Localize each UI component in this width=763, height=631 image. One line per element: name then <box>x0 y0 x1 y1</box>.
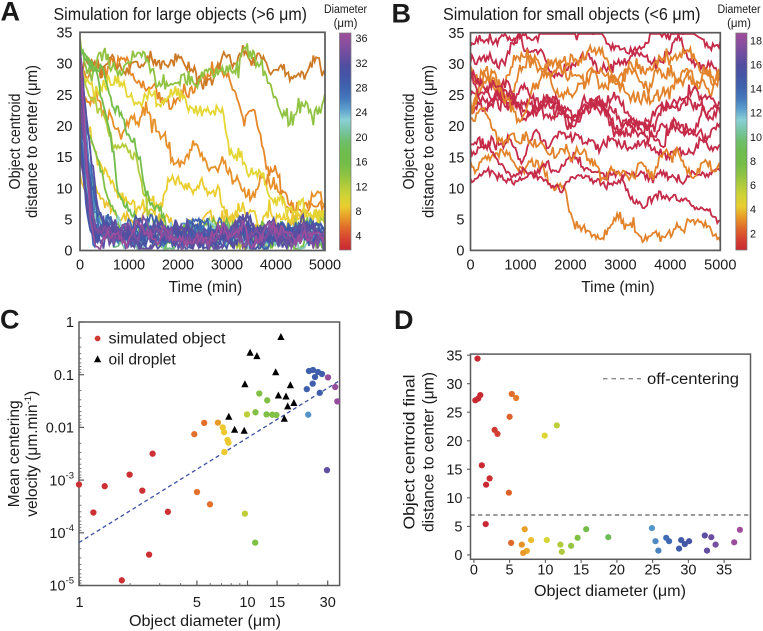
svg-text:2: 2 <box>750 228 756 240</box>
svg-text:10: 10 <box>56 181 72 197</box>
svg-text:Diameter: Diameter <box>718 4 761 16</box>
svg-text:16: 16 <box>356 157 368 169</box>
svg-text:25: 25 <box>645 563 661 579</box>
svg-text:0: 0 <box>466 258 474 274</box>
svg-text:25: 25 <box>446 405 462 421</box>
svg-text:D: D <box>394 305 414 335</box>
svg-text:12: 12 <box>750 108 762 120</box>
svg-text:distance to center (μm): distance to center (μm) <box>421 372 438 532</box>
svg-text:36: 36 <box>356 33 368 45</box>
svg-text:8: 8 <box>750 156 756 168</box>
svg-text:5: 5 <box>64 213 72 229</box>
svg-text:Simulation for large objects (: Simulation for large objects (>6 μm) <box>54 4 308 24</box>
svg-text:0.1: 0.1 <box>54 368 74 384</box>
svg-text:Simulation for small objects (: Simulation for small objects (<6 μm) <box>443 4 701 24</box>
svg-text:Time (min): Time (min) <box>581 279 654 296</box>
svg-text:5000: 5000 <box>704 258 736 274</box>
svg-text:oil droplet: oil droplet <box>109 352 177 369</box>
svg-text:distance to center (μm): distance to center (μm) <box>421 65 438 218</box>
svg-text:20: 20 <box>56 119 72 135</box>
svg-text:(μm): (μm) <box>334 18 358 30</box>
svg-text:10: 10 <box>750 132 762 144</box>
svg-text:C: C <box>0 305 20 335</box>
svg-text:16: 16 <box>750 60 762 72</box>
svg-text:6: 6 <box>750 180 756 192</box>
svg-text:20: 20 <box>446 434 462 450</box>
svg-text:30: 30 <box>56 57 72 73</box>
svg-text:3000: 3000 <box>211 258 243 274</box>
svg-text:(μm): (μm) <box>727 18 751 30</box>
svg-text:Object centroid: Object centroid <box>401 94 418 190</box>
svg-text:velocity (μm.min-1): velocity (μm.min-1) <box>23 391 41 517</box>
svg-text:distance to center (μm): distance to center (μm) <box>24 65 41 218</box>
svg-text:20: 20 <box>609 563 625 579</box>
svg-text:5: 5 <box>456 213 464 229</box>
svg-text:24: 24 <box>356 107 368 119</box>
svg-text:12: 12 <box>356 181 368 193</box>
svg-text:15: 15 <box>446 463 462 479</box>
svg-text:5: 5 <box>193 595 201 611</box>
svg-text:2000: 2000 <box>162 258 194 274</box>
svg-text:28: 28 <box>356 83 368 95</box>
svg-text:1000: 1000 <box>504 258 536 274</box>
svg-text:Object diameter (μm): Object diameter (μm) <box>534 583 686 600</box>
svg-text:32: 32 <box>356 58 368 70</box>
svg-text:10: 10 <box>448 181 464 197</box>
svg-text:5: 5 <box>454 520 462 536</box>
svg-text:15: 15 <box>269 595 285 611</box>
svg-text:5: 5 <box>506 563 514 579</box>
svg-text:Object centroid final: Object centroid final <box>402 375 419 530</box>
svg-text:15: 15 <box>56 150 72 166</box>
svg-text:18: 18 <box>750 35 762 47</box>
svg-text:Object diameter (μm): Object diameter (μm) <box>129 613 281 630</box>
svg-text:1: 1 <box>66 315 74 331</box>
svg-text:0: 0 <box>456 244 464 260</box>
svg-text:Diameter: Diameter <box>324 4 367 16</box>
svg-text:25: 25 <box>56 88 72 104</box>
svg-text:1: 1 <box>75 595 83 611</box>
svg-text:0.01: 0.01 <box>46 421 74 437</box>
svg-text:0: 0 <box>454 548 462 564</box>
svg-text:8: 8 <box>356 206 362 218</box>
svg-text:35: 35 <box>56 26 72 42</box>
svg-text:35: 35 <box>448 26 464 42</box>
svg-text:3000: 3000 <box>604 258 636 274</box>
svg-text:4: 4 <box>750 204 756 216</box>
svg-text:simulated object: simulated object <box>109 331 227 348</box>
svg-text:35: 35 <box>716 563 732 579</box>
svg-text:25: 25 <box>448 88 464 104</box>
svg-text:Mean centering: Mean centering <box>6 400 23 507</box>
svg-text:30: 30 <box>680 563 696 579</box>
svg-text:4000: 4000 <box>654 258 686 274</box>
svg-text:4: 4 <box>356 231 362 243</box>
svg-text:2000: 2000 <box>554 258 586 274</box>
svg-text:A: A <box>1 0 21 27</box>
svg-text:off-centering: off-centering <box>647 371 739 388</box>
svg-text:20: 20 <box>356 132 368 144</box>
svg-text:15: 15 <box>448 150 464 166</box>
svg-text:35: 35 <box>446 348 462 364</box>
svg-text:Object centroid: Object centroid <box>7 94 24 190</box>
svg-text:0: 0 <box>64 244 72 260</box>
svg-text:10: 10 <box>537 563 553 579</box>
svg-text:B: B <box>392 0 412 29</box>
svg-text:4000: 4000 <box>260 258 292 274</box>
svg-text:30: 30 <box>446 377 462 393</box>
svg-text:30: 30 <box>448 57 464 73</box>
svg-text:5000: 5000 <box>309 258 341 274</box>
svg-text:0: 0 <box>470 563 478 579</box>
svg-text:1000: 1000 <box>113 258 145 274</box>
svg-text:10: 10 <box>446 491 462 507</box>
svg-text:20: 20 <box>448 119 464 135</box>
svg-text:Time (min): Time (min) <box>169 279 242 296</box>
svg-text:10: 10 <box>239 595 255 611</box>
svg-text:0: 0 <box>76 258 84 274</box>
svg-text:30: 30 <box>320 595 336 611</box>
svg-text:15: 15 <box>573 563 589 579</box>
svg-text:14: 14 <box>750 84 762 96</box>
